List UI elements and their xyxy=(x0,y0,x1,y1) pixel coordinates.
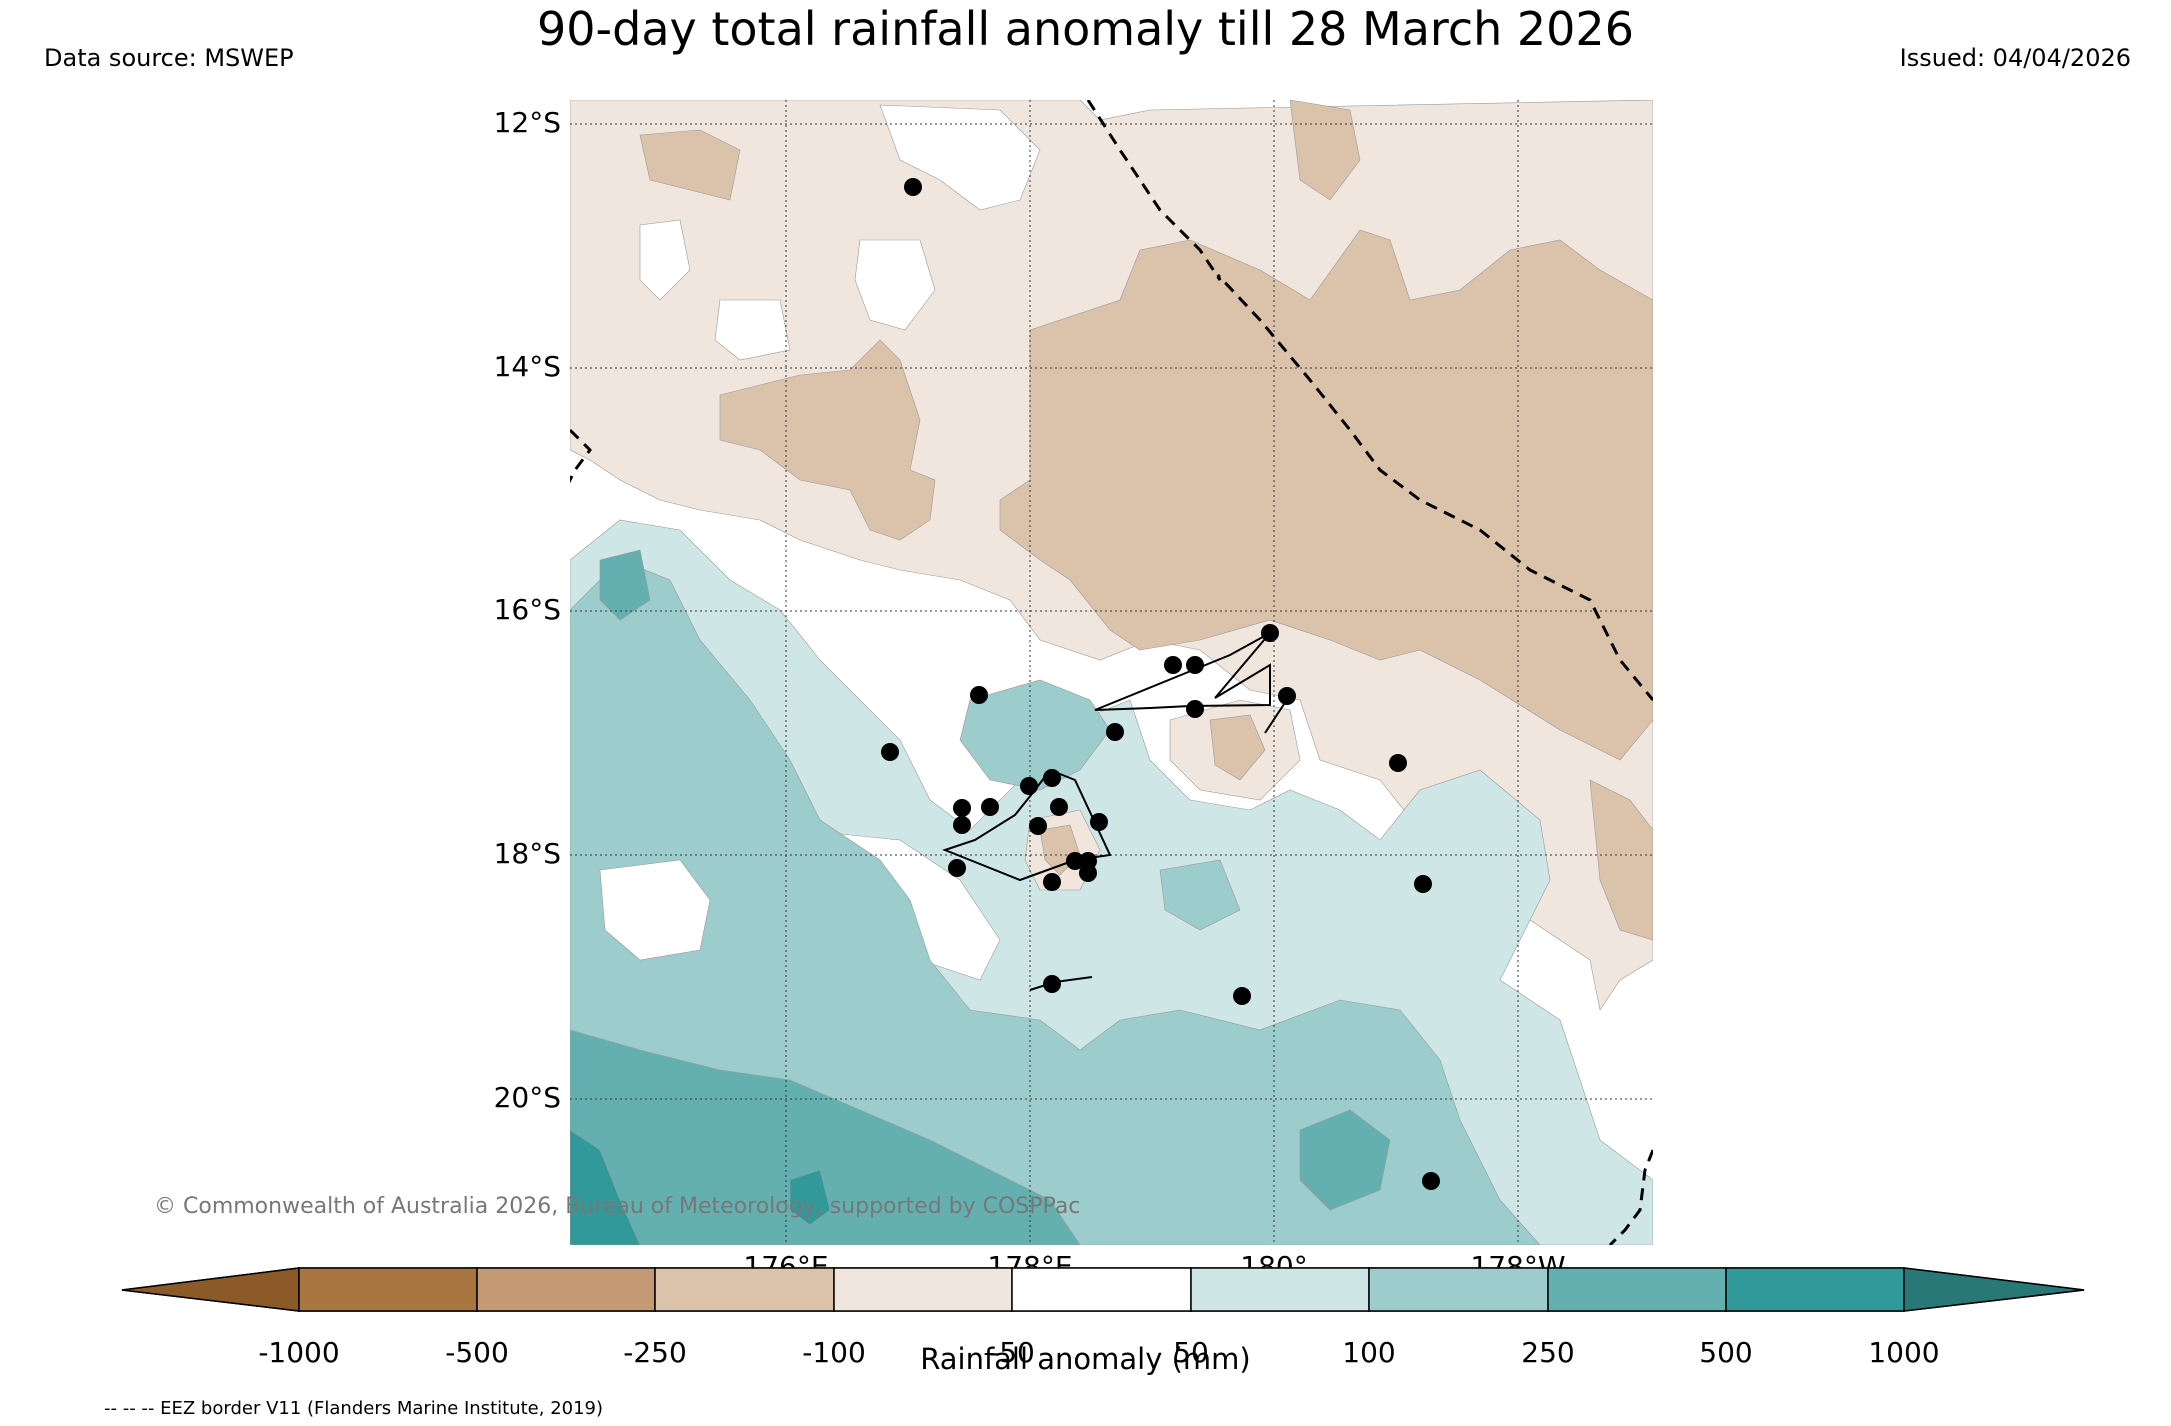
latitude-label: 16°S xyxy=(493,593,561,626)
colorbar-tick: 100 xyxy=(1342,1336,1396,1369)
colorbar-tick: -500 xyxy=(445,1336,509,1369)
colorbar-tick: 1000 xyxy=(1868,1336,1940,1369)
colorbar-tick: 250 xyxy=(1521,1336,1575,1369)
dry-region-moderate-north xyxy=(1289,100,1361,201)
latitude-label: 12°S xyxy=(493,106,561,139)
wet-patch-strong xyxy=(1299,1109,1391,1211)
eez-legend-note: -- -- -- EEZ border V11 (Flanders Marine… xyxy=(104,1398,604,1419)
dry-region-moderate-north xyxy=(639,129,741,201)
colorbar-tick: 50 xyxy=(1173,1336,1209,1369)
colorbar-tick: -50 xyxy=(989,1336,1035,1369)
data-source-label: Data source: MSWEP xyxy=(44,44,294,72)
wet-patch-very-strong xyxy=(789,1169,831,1226)
colorbar-tick: 500 xyxy=(1699,1336,1753,1369)
issued-date-label: Issued: 04/04/2026 xyxy=(1899,44,2131,72)
dry-region-moderate-north xyxy=(719,339,936,541)
wet-region-strong xyxy=(570,1029,1081,1245)
colorbar-title: Rainfall anomaly (mm) xyxy=(920,1342,1251,1376)
wet-region-moderate xyxy=(570,559,1541,1245)
map-title: 90-day total rainfall anomaly till 28 Ma… xyxy=(537,2,1634,56)
wet-region-very-strong xyxy=(570,1129,641,1245)
eez-border xyxy=(570,100,1653,1245)
station-markers xyxy=(881,178,1440,1190)
colorbar-tick: -1000 xyxy=(258,1336,340,1369)
neutral-pocket xyxy=(854,239,936,331)
neutral-pocket xyxy=(599,859,711,961)
graticule xyxy=(570,100,1653,1245)
dry-region-moderate-north xyxy=(999,229,1653,761)
dry-pocket xyxy=(1209,714,1266,781)
neutral-pocket xyxy=(639,219,691,301)
latitude-label: 18°S xyxy=(493,837,561,870)
wet-patch xyxy=(959,679,1111,791)
latitude-label: 20°S xyxy=(493,1081,561,1114)
neutral-pocket xyxy=(714,299,791,361)
copyright-notice: © Commonwealth of Australia 2026, Bureau… xyxy=(154,1194,1081,1219)
colorbar-tick: -250 xyxy=(623,1336,687,1369)
wet-patch xyxy=(1159,859,1241,931)
dry-region-moderate-south xyxy=(1589,779,1653,941)
wet-patch-strong xyxy=(599,549,651,621)
neutral-pocket xyxy=(879,104,1041,211)
colorbar-tick: -100 xyxy=(802,1336,866,1369)
map-panel xyxy=(570,100,1653,1245)
latitude-label: 14°S xyxy=(493,350,561,383)
